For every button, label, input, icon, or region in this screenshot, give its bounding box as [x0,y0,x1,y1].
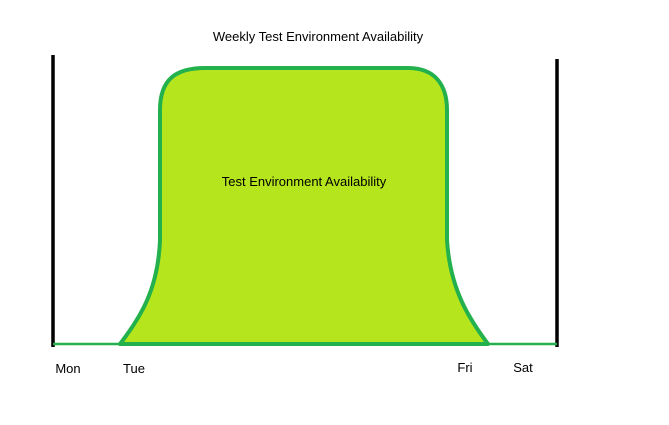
area-label: Test Environment Availability [222,174,387,189]
day-label-mon: Mon [55,361,80,376]
diagram-title: Weekly Test Environment Availability [213,29,424,44]
day-label-sat: Sat [513,360,533,375]
availability-area [118,66,490,346]
day-label-fri: Fri [457,360,472,375]
day-label-tue: Tue [123,361,145,376]
